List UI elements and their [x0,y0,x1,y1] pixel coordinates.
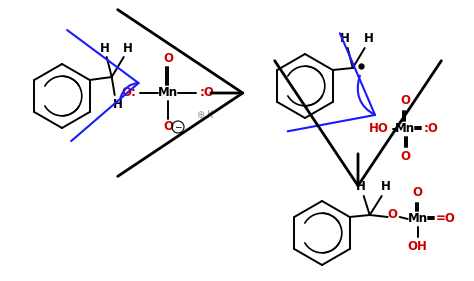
Text: O: O [163,53,173,65]
Text: H: H [113,98,123,110]
Text: O: O [163,121,173,133]
Text: K: K [207,110,213,120]
Text: :O: :O [200,87,214,99]
Text: H: H [340,33,350,46]
Text: HO: HO [369,123,389,135]
Text: H: H [364,33,374,46]
Text: O: O [388,209,398,221]
Text: O: O [413,187,423,200]
Text: O: O [400,151,410,164]
Text: =O: =O [436,212,456,225]
Text: O: O [400,94,410,108]
Text: −: − [174,123,182,132]
Text: H: H [123,42,133,55]
Text: H: H [356,180,365,194]
Text: Mn: Mn [158,87,178,99]
Text: OH: OH [408,241,428,253]
Text: Mn: Mn [408,212,428,225]
Text: Mn: Mn [395,123,415,135]
Text: :O: :O [424,123,438,135]
Text: ⊕: ⊕ [196,110,204,120]
Text: H: H [381,180,391,194]
Text: H: H [100,42,109,55]
Text: O:: O: [121,87,137,99]
